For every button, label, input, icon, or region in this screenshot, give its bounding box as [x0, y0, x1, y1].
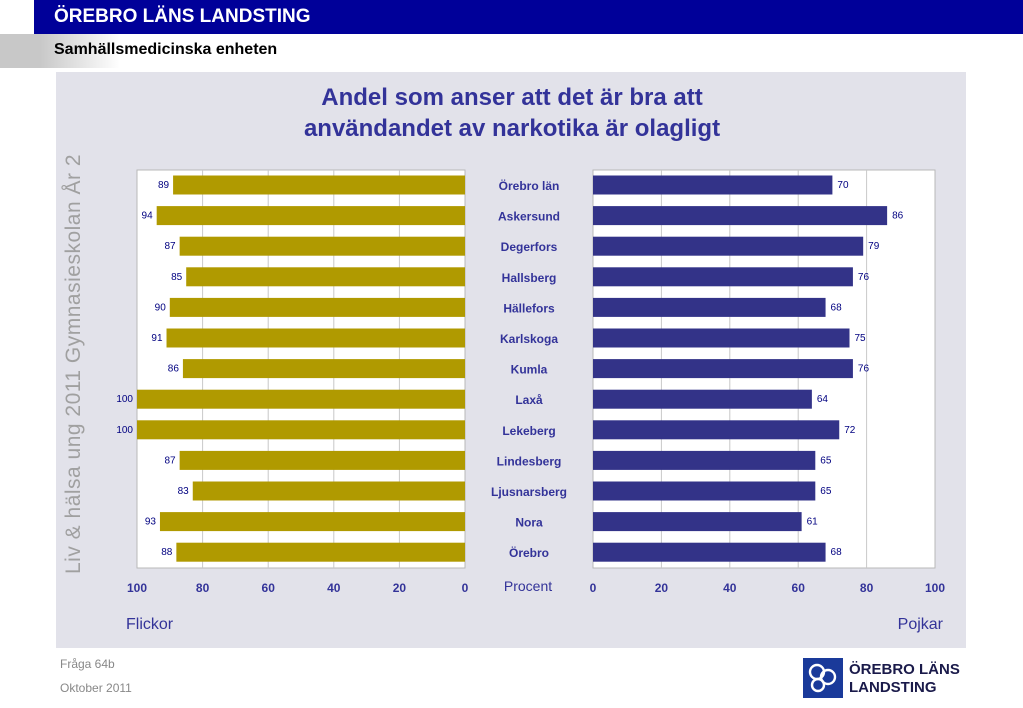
boys-bar [593, 267, 853, 287]
girls-bar [179, 450, 465, 470]
chart-title-line-1: Andel som anser att det är bra att [321, 84, 703, 111]
category-label: Laxå [515, 393, 543, 407]
boys-data-label: 61 [807, 517, 819, 528]
landsting-logo: ÖREBRO LÄNS LANDSTING [803, 658, 963, 700]
logo-line-2: LANDSTING [849, 679, 937, 696]
girls-bar [182, 359, 466, 379]
unit-name: Samhällsmedicinska enheten [54, 41, 278, 58]
boys-bar [593, 450, 816, 470]
girls-data-label: 90 [155, 302, 167, 313]
boys-data-label: 68 [831, 547, 843, 558]
girls-data-label: 85 [171, 272, 183, 283]
boys-tick-label: 60 [792, 581, 806, 595]
girls-bar [159, 512, 465, 532]
boys-series-name: Pojkar [898, 616, 944, 633]
girls-bar [186, 267, 465, 287]
boys-bar [593, 175, 833, 195]
boys-data-label: 68 [831, 302, 843, 313]
girls-data-label: 100 [116, 394, 133, 405]
boys-tick-label: 0 [590, 581, 597, 595]
girls-bar [137, 389, 465, 409]
girls-data-label: 86 [168, 364, 180, 375]
girls-bar [166, 328, 465, 348]
category-label: Ljusnarsberg [491, 485, 567, 499]
girls-series-name: Flickor [126, 616, 174, 633]
girls-tick-label: 100 [127, 581, 147, 595]
boys-bar [593, 359, 853, 379]
x-axis-title: Procent [504, 578, 552, 594]
top-bar: ÖREBRO LÄNS LANDSTING [0, 0, 1023, 34]
girls-data-label: 93 [145, 517, 157, 528]
boys-data-label: 65 [820, 455, 832, 466]
girls-bar [192, 481, 465, 501]
boys-tick-label: 100 [925, 581, 945, 595]
boys-data-label: 65 [820, 486, 832, 497]
category-label: Askersund [498, 210, 560, 224]
boys-data-label: 79 [868, 241, 880, 252]
boys-bar [593, 420, 840, 440]
girls-tick-label: 60 [262, 581, 276, 595]
girls-data-label: 88 [161, 547, 173, 558]
boys-bar [593, 236, 864, 256]
boys-bar [593, 512, 802, 532]
boys-tick-label: 20 [655, 581, 669, 595]
chart-title: Andel som anser att det är bra att använ… [200, 82, 824, 144]
girls-bar [156, 206, 465, 226]
boys-tick-label: 40 [723, 581, 737, 595]
boys-data-label: 70 [837, 180, 849, 191]
girls-data-label: 89 [158, 180, 170, 191]
girls-tick-label: 80 [196, 581, 210, 595]
category-label: Hallsberg [502, 271, 557, 285]
category-label: Lekeberg [502, 424, 555, 438]
category-label: Kumla [511, 363, 548, 377]
chart-title-line-2: användandet av narkotika är olagligt [303, 115, 721, 142]
boys-data-label: 75 [855, 333, 867, 344]
girls-tick-label: 0 [462, 581, 469, 595]
girls-data-label: 83 [178, 486, 190, 497]
boys-bar [593, 206, 888, 226]
boys-data-label: 72 [844, 425, 856, 436]
category-label: Lindesberg [497, 454, 562, 468]
category-label: Hällefors [503, 301, 555, 315]
boys-bar [593, 542, 826, 562]
category-label: Örebro län [499, 178, 560, 193]
boys-data-label: 64 [817, 394, 829, 405]
boys-bar [593, 328, 850, 348]
header-band: ÖREBRO LÄNS LANDSTING [34, 0, 1023, 34]
boys-data-label: 86 [892, 211, 904, 222]
sub-header: Samhällsmedicinska enheten [0, 34, 1023, 68]
girls-data-label: 94 [142, 211, 154, 222]
girls-data-label: 87 [165, 241, 177, 252]
boys-data-label: 76 [858, 364, 870, 375]
logo-line-1: ÖREBRO LÄNS [849, 661, 960, 678]
girls-bar [169, 297, 466, 317]
category-label: Nora [515, 516, 543, 530]
girls-bar [173, 175, 465, 195]
category-label: Örebro [509, 545, 549, 560]
girls-data-label: 87 [165, 455, 177, 466]
girls-data-label: 91 [151, 333, 163, 344]
org-title: ÖREBRO LÄNS LANDSTING [54, 6, 311, 27]
boys-data-label: 76 [858, 272, 870, 283]
girls-tick-label: 20 [393, 581, 407, 595]
girls-data-label: 100 [116, 425, 133, 436]
boys-tick-label: 80 [860, 581, 874, 595]
logo-mark-icon [803, 658, 843, 698]
report-date: Oktober 2011 [60, 681, 132, 695]
boys-bar [593, 389, 812, 409]
question-number: Fråga 64b [60, 657, 115, 671]
boys-bar [593, 481, 816, 501]
category-label: Karlskoga [500, 332, 558, 346]
girls-bar [137, 420, 465, 440]
girls-tick-label: 40 [327, 581, 341, 595]
category-label: Degerfors [501, 240, 558, 254]
girls-bar [176, 542, 466, 562]
boys-bar [593, 297, 826, 317]
girls-bar [179, 236, 465, 256]
